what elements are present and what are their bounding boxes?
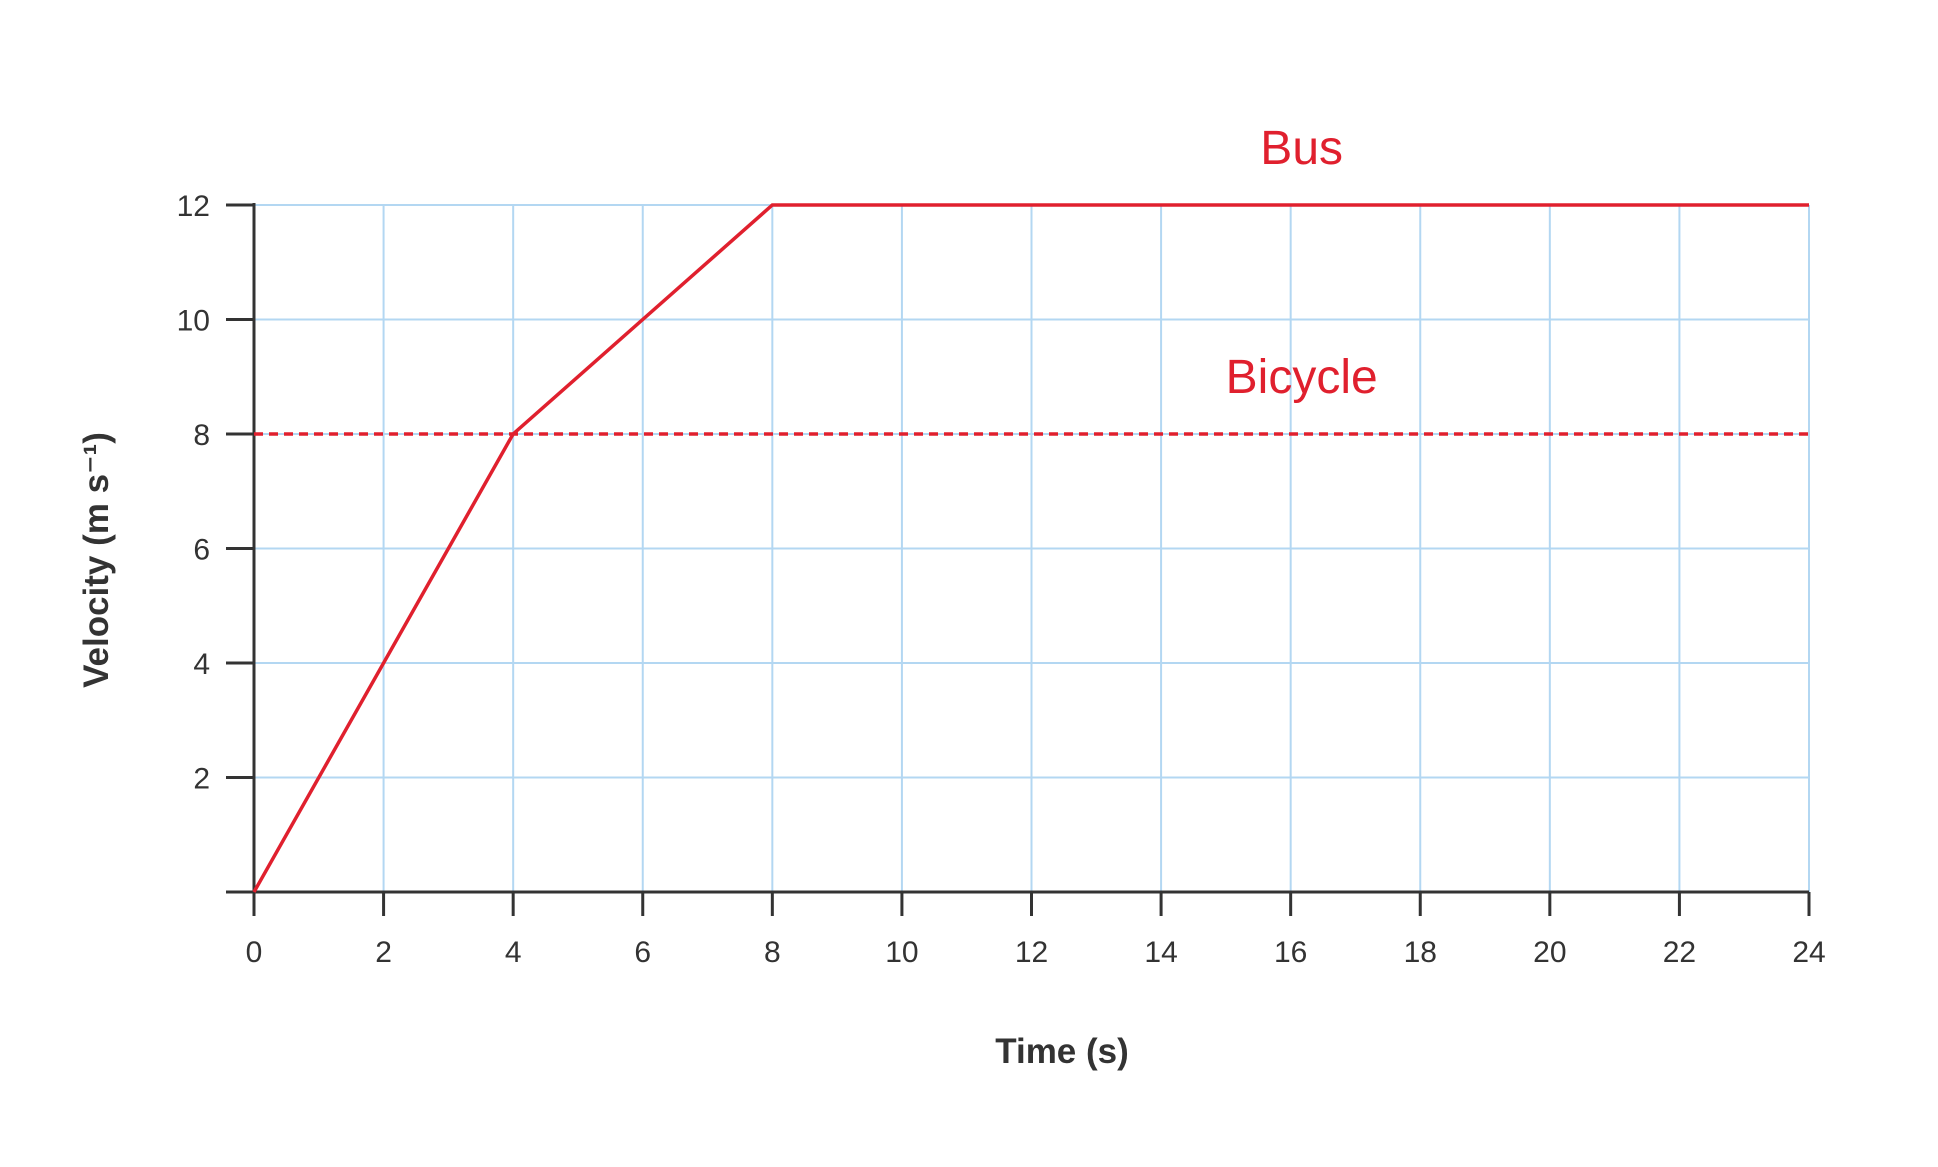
x-tick-label-24: 24 — [1792, 936, 1825, 969]
y-tick-label-10: 10 — [177, 305, 210, 338]
series — [252, 203, 1809, 893]
y-tick-label-2: 2 — [193, 763, 210, 796]
y-tick-label-4: 4 — [193, 648, 210, 681]
x-tick-label-6: 6 — [634, 936, 651, 969]
bicycle-series-label: Bicycle — [1226, 351, 1378, 404]
bus-series-label: Bus — [1260, 122, 1343, 175]
x-tick-label-18: 18 — [1404, 936, 1437, 969]
x-tick-label-8: 8 — [764, 936, 781, 969]
x-tick-label-14: 14 — [1144, 936, 1177, 969]
x-tick-label-4: 4 — [505, 936, 522, 969]
y-tick-label-8: 8 — [193, 419, 210, 452]
x-tick-label-2: 2 — [375, 936, 392, 969]
y-tick-label-6: 6 — [193, 534, 210, 567]
x-tick-label-0: 0 — [246, 936, 263, 969]
x-axis-title: Time (s) — [995, 1032, 1129, 1071]
x-tick-label-22: 22 — [1663, 936, 1696, 969]
x-tick-label-12: 12 — [1015, 936, 1048, 969]
labels: Bus Bicycle — [1226, 122, 1378, 404]
x-tick-label-16: 16 — [1274, 936, 1307, 969]
y-axis-title: Velocity (m s⁻¹) — [77, 432, 116, 688]
grid — [254, 204, 1810, 892]
x-tick-label-10: 10 — [885, 936, 918, 969]
x-tick-label-20: 20 — [1533, 936, 1566, 969]
y-tick-label-12: 12 — [177, 190, 210, 223]
bus-series-line — [252, 203, 1809, 893]
